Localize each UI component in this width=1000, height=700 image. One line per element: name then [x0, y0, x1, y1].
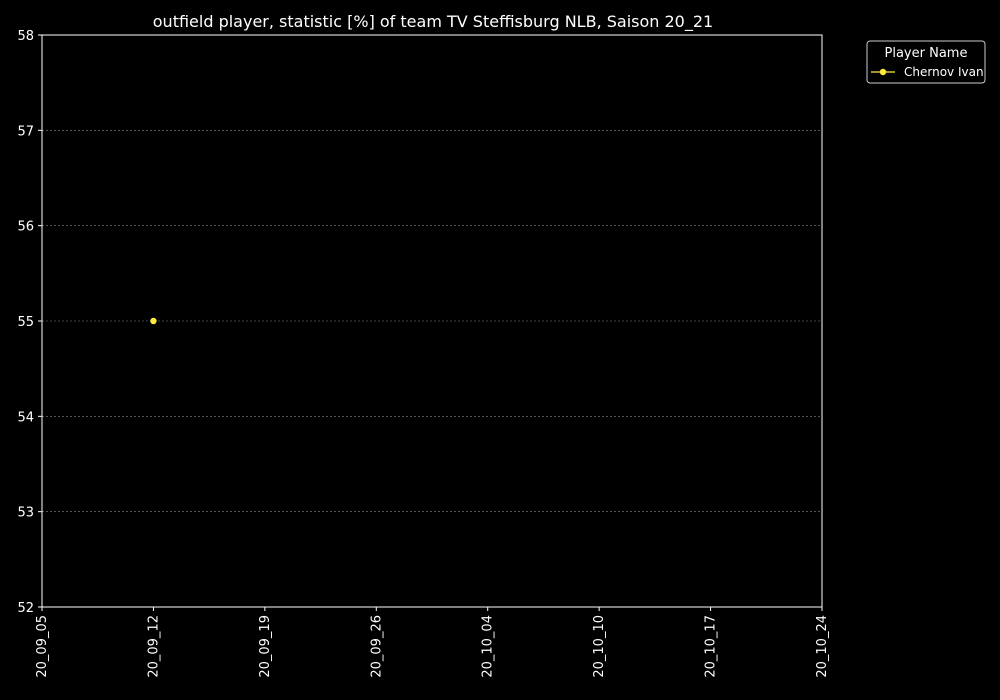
- x-tick-label: 20_10_10: [592, 615, 607, 678]
- y-tick-label: 56: [17, 220, 34, 235]
- y-tick-label: 55: [17, 315, 34, 330]
- grid-lines: [42, 34, 822, 608]
- chart-title: outfield player, statistic [%] of team T…: [153, 12, 713, 32]
- y-tick-label: 57: [17, 124, 34, 139]
- legend: Player Name Chernov Ivan: [866, 40, 986, 84]
- x-tick-label: 20_09_19: [258, 615, 273, 678]
- x-tick-label: 20_10_24: [815, 615, 830, 678]
- y-tick-label: 54: [17, 410, 34, 425]
- data-point: [150, 317, 157, 325]
- x-tick-label: 20_09_26: [369, 615, 384, 678]
- y-tick-label: 52: [17, 601, 34, 616]
- y-axis: 52 53 54 55 56 57 58: [17, 29, 42, 616]
- y-tick-label: 53: [17, 506, 34, 521]
- legend-title: Player Name: [885, 46, 968, 61]
- x-tick-label: 20_09_05: [35, 615, 50, 678]
- x-tick-label: 20_10_17: [704, 615, 719, 678]
- x-axis: 20_09_05 20_09_12 20_09_19 20_09_26 20_10_04…: [35, 607, 830, 678]
- series-layer: [150, 317, 157, 325]
- legend-box: [866, 40, 986, 84]
- legend-marker-dot: [879, 68, 887, 76]
- x-tick-label: 20_09_12: [146, 615, 161, 678]
- y-tick-label: 58: [17, 29, 34, 44]
- x-tick-label: 20_10_04: [481, 615, 496, 678]
- legend-label: Chernov Ivan: [904, 65, 984, 79]
